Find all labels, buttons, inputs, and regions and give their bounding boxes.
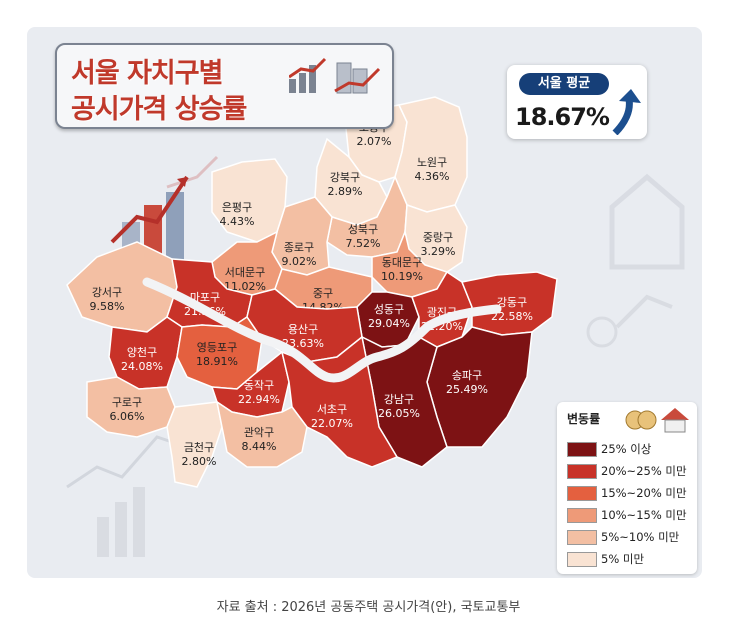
district-area: [166, 401, 223, 488]
infographic-card: 도봉구2.07%노원구4.36%강북구2.89%은평구4.43%성북구7.52%…: [27, 27, 702, 578]
district-name: 관악구: [244, 426, 274, 439]
district-value: 4.43%: [220, 215, 255, 228]
district-value: 25.49%: [446, 383, 488, 396]
seoul-average-panel: 서울 평균 18.67%: [507, 65, 647, 139]
legend-label: 5%~10% 미만: [601, 530, 680, 544]
district-area: [394, 96, 468, 213]
up-arrow-icon: [612, 89, 641, 135]
average-label: 서울 평균: [519, 73, 609, 95]
district-name: 강북구: [330, 171, 360, 184]
district-name: 중랑구: [423, 231, 453, 244]
district-value: 2.89%: [328, 185, 363, 198]
district-value: 29.04%: [368, 317, 410, 330]
legend-swatch: [567, 486, 597, 501]
average-value: 18.67%: [515, 103, 610, 131]
building-growth-icon: [289, 57, 381, 94]
legend-label: 5% 미만: [601, 552, 645, 566]
district-value: 22.58%: [491, 310, 533, 323]
title-panel: 서울 자치구별 공시가격 상승률: [55, 43, 394, 129]
district-value: 2.07%: [357, 135, 392, 148]
district-area: [460, 271, 558, 336]
title-line-2: 공시가격 상승률: [71, 94, 247, 125]
district-name: 강서구: [92, 286, 122, 299]
district-name: 종로구: [284, 241, 314, 254]
district-name: 동작구: [244, 379, 274, 392]
legend-swatch: [567, 530, 597, 545]
district-value: 24.08%: [121, 360, 163, 373]
district-name: 성동구: [374, 303, 404, 316]
district-value: 7.52%: [346, 237, 381, 250]
district-name: 금천구: [184, 440, 214, 454]
district-value: 2.80%: [182, 455, 217, 468]
district-name: 동대문구: [382, 256, 422, 269]
district-value: 3.29%: [421, 245, 456, 258]
district-value: 8.44%: [242, 440, 277, 453]
background-decoration: [66, 155, 685, 557]
legend-label: 20%~25% 미만: [601, 464, 687, 478]
district-name: 서초구: [317, 403, 347, 416]
districts-layer: 도봉구2.07%노원구4.36%강북구2.89%은평구4.43%성북구7.52%…: [66, 96, 558, 488]
district-value: 11.02%: [224, 280, 266, 293]
district-value: 4.36%: [415, 170, 450, 183]
district-value: 6.06%: [110, 410, 145, 423]
seoul-district-map: 도봉구2.07%노원구4.36%강북구2.89%은평구4.43%성북구7.52%…: [66, 96, 685, 557]
district-name: 영등포구: [197, 341, 237, 354]
district-name: 마포구: [190, 291, 220, 304]
district-name: 서대문구: [225, 266, 265, 279]
district-area: [215, 400, 308, 468]
district-name: 양천구: [127, 345, 157, 359]
legend-title: 변동률: [567, 412, 601, 426]
han-river: [142, 277, 502, 383]
district-value: 22.07%: [311, 417, 353, 430]
legend-label: 10%~15% 미만: [601, 508, 687, 522]
district-name: 송파구: [452, 369, 482, 382]
district-name: 성북구: [348, 223, 378, 236]
legend-panel: 변동률 25% 이상 20%~25% 미만 15%~20% 미만 10%~15% 미만…: [557, 402, 697, 574]
district-value: 10.19%: [381, 270, 423, 283]
district-value: 9.58%: [90, 300, 125, 313]
district-name: 중구: [313, 287, 333, 300]
legend-swatch: [567, 508, 597, 523]
district-value: 26.05%: [378, 407, 420, 420]
source-footnote: 자료 출처 : 2026년 공동주택 공시가격(안), 국토교통부: [216, 600, 521, 615]
district-name: 강남구: [384, 393, 414, 406]
legend-swatch: [567, 442, 597, 457]
coin-house-icon: [625, 408, 689, 433]
district-name: 노원구: [417, 156, 447, 169]
district-name: 용산구: [288, 323, 318, 336]
legend-label: 25% 이상: [601, 442, 652, 456]
district-value: 18.91%: [196, 355, 238, 368]
district-name: 구로구: [112, 396, 142, 409]
district-value: 22.94%: [238, 393, 280, 406]
district-area: [108, 316, 183, 390]
title-line-1: 서울 자치구별: [71, 58, 223, 89]
legend-swatch: [567, 552, 597, 567]
district-value: 9.02%: [282, 255, 317, 268]
legend-label: 15%~20% 미만: [601, 486, 687, 500]
district-name: 강동구: [497, 296, 527, 309]
legend-swatch: [567, 464, 597, 479]
district-name: 은평구: [222, 201, 252, 214]
